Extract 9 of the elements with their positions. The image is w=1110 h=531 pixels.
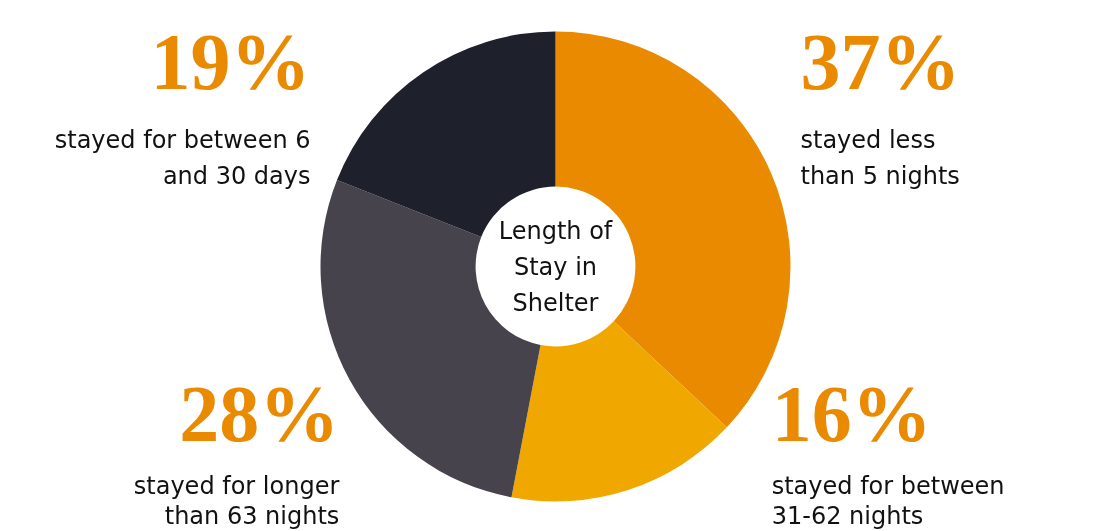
data-label: 16% [771,369,932,458]
slice-label: stayed less than 5 nights [800,125,960,190]
slice-label: stayed for between 6 and 30 days [54,125,311,190]
text: Length of Stay in Shelter [498,216,613,317]
data-label: 37% [800,17,961,106]
data-label: 19% [150,17,311,106]
data-label: 28% [179,369,340,458]
slice-label: stayed for between 31-62 nights [771,471,1005,530]
slice-label: stayed for longer than 63 nights [133,471,340,530]
